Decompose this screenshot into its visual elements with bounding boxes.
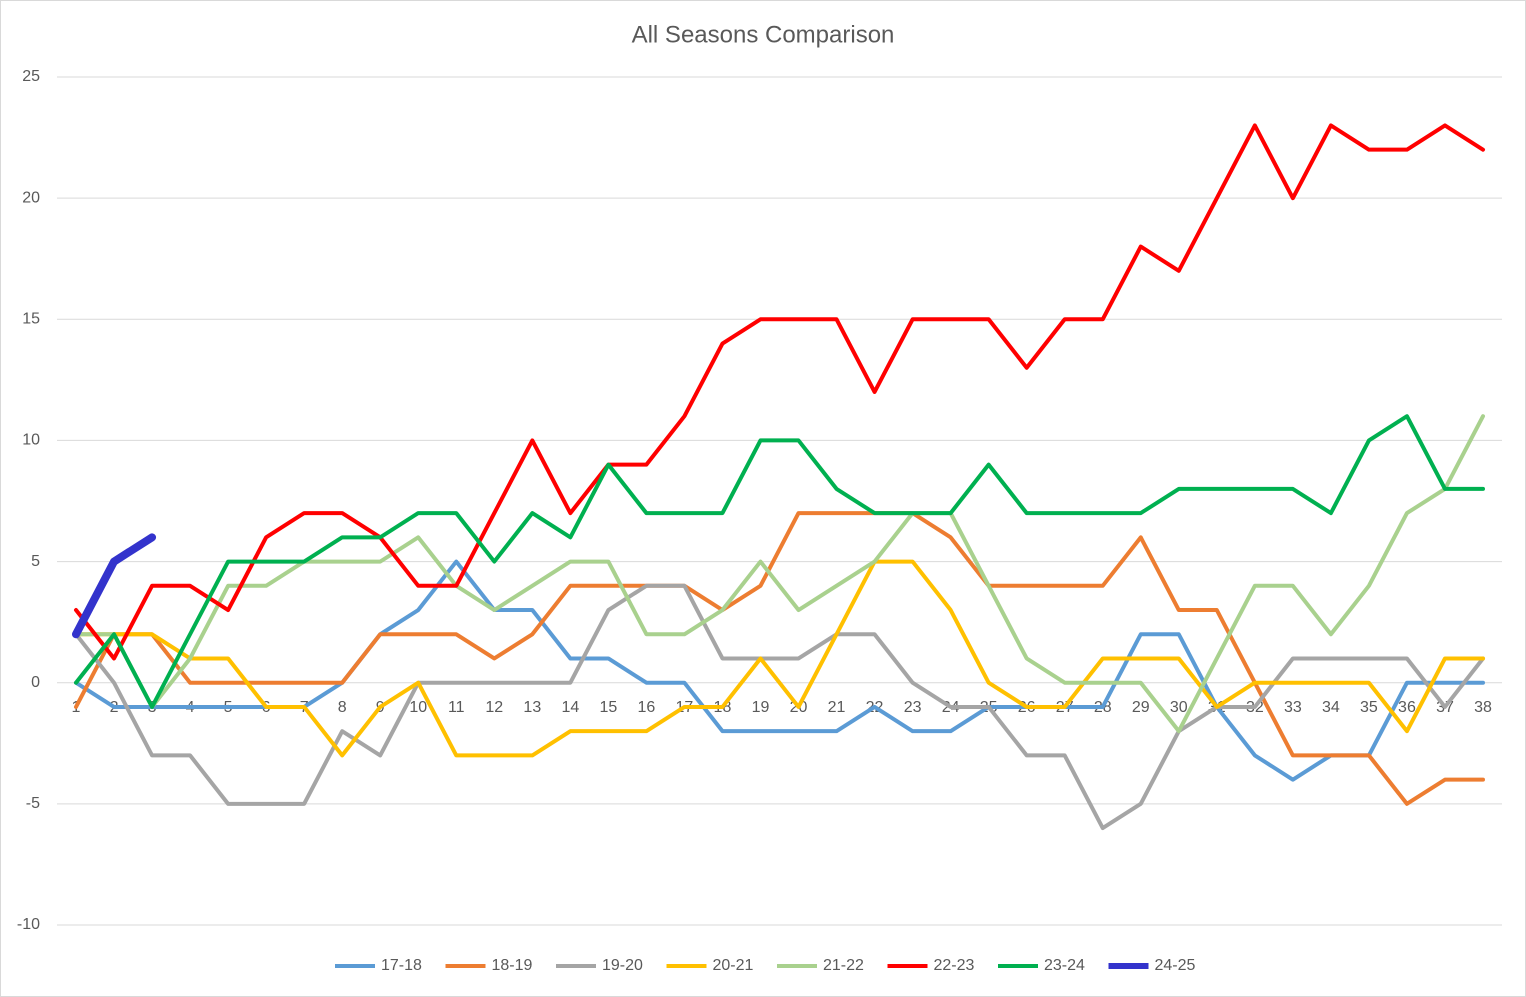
y-tick-label: 0 [31, 674, 40, 691]
legend-label: 20-21 [713, 957, 754, 974]
series-line [74, 583, 1485, 831]
x-tick-label: 8 [338, 699, 347, 716]
x-tick-label: 23 [904, 699, 922, 716]
x-tick-label: 36 [1398, 699, 1416, 716]
x-tick-label: 10 [409, 699, 427, 716]
series-line [74, 414, 1485, 734]
legend-label: 21-22 [823, 957, 864, 974]
series-line [74, 123, 1485, 661]
series-line [74, 511, 1485, 806]
y-tick-label: -10 [17, 916, 40, 933]
legend-label: 17-18 [381, 957, 422, 974]
x-tick-label: 21 [828, 699, 846, 716]
y-tick-label: 25 [22, 68, 40, 85]
legend-label: 18-19 [492, 957, 533, 974]
x-tick-label: 33 [1284, 699, 1302, 716]
series-line [74, 414, 1485, 709]
x-tick-label: 16 [638, 699, 656, 716]
y-tick-label: -5 [26, 795, 40, 812]
series-line [72, 533, 157, 639]
x-tick-label: 38 [1474, 699, 1492, 716]
x-tick-label: 15 [599, 699, 617, 716]
x-tick-label: 35 [1360, 699, 1378, 716]
x-tick-label: 12 [485, 699, 503, 716]
legend-label: 23-24 [1044, 957, 1085, 974]
legend-label: 24-25 [1155, 957, 1196, 974]
x-tick-label: 13 [523, 699, 541, 716]
y-tick-label: 5 [31, 553, 40, 570]
y-tick-label: 15 [22, 311, 40, 328]
x-tick-label: 19 [752, 699, 770, 716]
series-line [74, 559, 1485, 758]
x-tick-label: 14 [561, 699, 579, 716]
series-line [74, 559, 1485, 782]
y-tick-label: 10 [22, 432, 40, 449]
x-tick-label: 11 [448, 699, 465, 716]
x-tick-label: 34 [1322, 699, 1340, 716]
legend-label: 22-23 [934, 957, 975, 974]
y-tick-label: 20 [22, 189, 40, 206]
x-tick-label: 29 [1132, 699, 1150, 716]
chart-title: All Seasons Comparison [632, 21, 895, 48]
x-tick-label: 30 [1170, 699, 1188, 716]
legend-label: 19-20 [602, 957, 643, 974]
